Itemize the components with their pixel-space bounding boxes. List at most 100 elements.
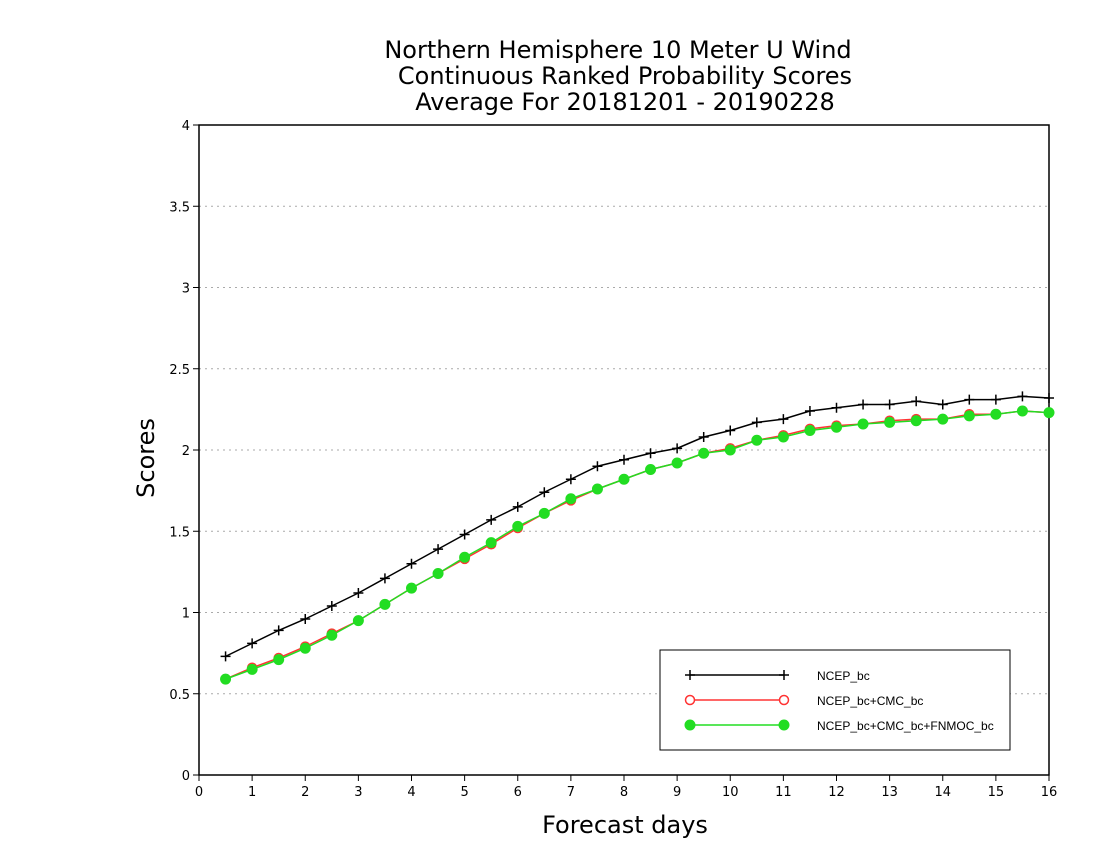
data-point-2-14 xyxy=(591,483,603,495)
y-tick-label-8: 4 xyxy=(182,119,190,134)
data-point-2-24 xyxy=(857,418,869,430)
x-tick-label-8: 8 xyxy=(620,785,628,800)
data-point-0-31 xyxy=(1044,393,1054,403)
x-tick-label-12: 12 xyxy=(828,785,845,800)
y-axis-label: Scores xyxy=(132,418,160,498)
data-point-2-19 xyxy=(724,444,736,456)
data-point-0-5 xyxy=(353,588,364,598)
x-axis: 0 1 2 3 4 5 6 7 8 9 10 11 12 13 14 15 16 xyxy=(195,775,1057,800)
y-tick-label-4: 2 xyxy=(182,444,190,459)
data-point-0-13 xyxy=(565,474,576,485)
y-tick-label-1: 0.5 xyxy=(169,688,190,703)
legend-item-2: NCEP_bc+CMC_bc+FNMOC_bc xyxy=(684,719,994,733)
data-point-2-26 xyxy=(910,415,922,427)
x-tick-label-2: 2 xyxy=(301,785,309,800)
legend-item-1: NCEP_bc+CMC_bc xyxy=(684,694,923,708)
chart-title: Northern Hemisphere 10 Meter U Wind Cont… xyxy=(384,36,852,116)
data-point-0-16 xyxy=(645,448,656,459)
legend-item-0: NCEP_bc xyxy=(685,669,870,683)
legend-label-0: NCEP_bc xyxy=(817,669,870,683)
data-point-0-24 xyxy=(858,399,869,410)
x-tick-label-10: 10 xyxy=(722,785,739,800)
data-point-2-21 xyxy=(777,431,789,443)
data-point-2-27 xyxy=(937,413,949,425)
legend-label-1: NCEP_bc+CMC_bc xyxy=(817,694,923,708)
data-point-2-5 xyxy=(352,615,364,627)
data-point-0-4 xyxy=(326,601,337,611)
x-tick-label-1: 1 xyxy=(248,785,256,800)
y-tick-label-0: 0 xyxy=(182,769,190,784)
data-point-2-4 xyxy=(326,629,338,641)
x-tick-label-5: 5 xyxy=(460,785,468,800)
x-tick-label-15: 15 xyxy=(988,785,1005,800)
y-tick-label-6: 3 xyxy=(182,282,190,297)
data-point-2-29 xyxy=(990,408,1002,420)
data-point-0-27 xyxy=(937,399,948,410)
data-point-0-21 xyxy=(778,414,789,425)
data-point-0-1 xyxy=(247,638,258,649)
data-point-0-10 xyxy=(486,514,497,525)
data-point-0-19 xyxy=(725,425,736,436)
x-tick-label-13: 13 xyxy=(881,785,898,800)
data-point-0-11 xyxy=(512,501,523,512)
y-axis: 0 0.5 1 1.5 2 2.5 3 3.5 4 xyxy=(169,119,199,784)
x-tick-label-9: 9 xyxy=(673,785,681,800)
data-point-2-2 xyxy=(273,654,285,666)
legend-marker-end-2 xyxy=(778,719,790,731)
data-point-2-13 xyxy=(565,493,577,505)
data-point-2-1 xyxy=(246,663,258,675)
data-point-2-31 xyxy=(1043,407,1055,419)
series-layer xyxy=(220,391,1055,685)
legend-marker-end-0 xyxy=(779,670,789,680)
title-line-3: Average For 20181201 - 20190228 xyxy=(415,88,835,116)
data-point-2-8 xyxy=(432,568,444,579)
data-point-2-22 xyxy=(804,425,816,436)
data-point-2-9 xyxy=(459,551,471,563)
data-point-2-7 xyxy=(406,582,417,594)
data-point-0-14 xyxy=(592,461,603,472)
y-tick-label-7: 3.5 xyxy=(169,200,190,215)
data-point-0-12 xyxy=(539,487,550,498)
title-line-2: Continuous Ranked Probability Scores xyxy=(398,62,852,90)
data-point-0-15 xyxy=(619,454,629,465)
data-point-0-0 xyxy=(220,651,231,662)
data-point-2-10 xyxy=(485,537,497,549)
x-tick-label-6: 6 xyxy=(514,785,522,800)
legend-marker-end-1 xyxy=(778,694,790,706)
data-point-2-0 xyxy=(220,673,232,685)
x-tick-label-11: 11 xyxy=(775,785,792,800)
data-point-2-20 xyxy=(751,434,763,446)
data-point-2-18 xyxy=(698,447,710,459)
series-0 xyxy=(220,391,1054,662)
data-point-0-18 xyxy=(698,432,709,442)
y-tick-label-3: 1.5 xyxy=(169,525,190,540)
series-2 xyxy=(220,405,1055,685)
data-point-0-25 xyxy=(884,399,895,410)
data-point-0-2 xyxy=(273,625,284,636)
data-point-0-3 xyxy=(300,614,311,624)
x-axis-label: Forecast days xyxy=(542,811,708,839)
x-tick-label-14: 14 xyxy=(934,785,951,800)
data-point-0-29 xyxy=(990,394,1001,405)
data-point-2-30 xyxy=(1016,405,1028,417)
title-line-1: Northern Hemisphere 10 Meter U Wind xyxy=(384,36,851,64)
data-point-2-28 xyxy=(963,410,975,422)
data-point-0-6 xyxy=(379,573,390,584)
y-tick-label-5: 2.5 xyxy=(169,363,190,378)
data-point-0-17 xyxy=(672,443,683,454)
data-point-0-23 xyxy=(831,402,842,413)
data-point-2-11 xyxy=(512,520,524,532)
data-point-2-3 xyxy=(299,642,311,654)
data-point-2-17 xyxy=(671,457,683,469)
x-tick-label-4: 4 xyxy=(407,785,415,800)
data-point-0-8 xyxy=(433,544,444,555)
x-tick-label-0: 0 xyxy=(195,785,203,800)
data-point-0-7 xyxy=(406,558,417,569)
x-tick-label-7: 7 xyxy=(567,785,575,800)
data-point-0-22 xyxy=(804,406,815,416)
data-point-0-26 xyxy=(911,396,922,407)
legend-marker-start-2 xyxy=(684,719,696,731)
legend-marker-start-0 xyxy=(685,670,695,680)
data-point-0-28 xyxy=(964,394,975,405)
